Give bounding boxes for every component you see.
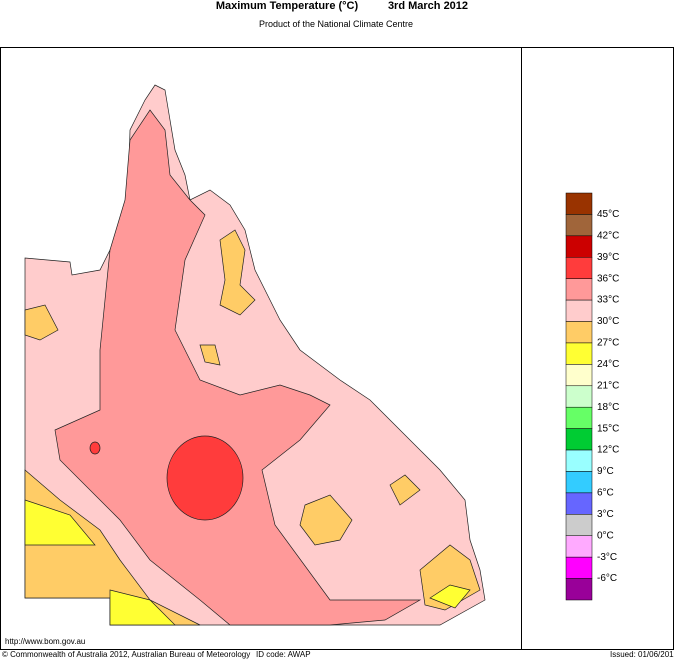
subtitle: Product of the National Climate Centre xyxy=(259,19,413,29)
legend-label: 45°C xyxy=(597,209,619,220)
legend-swatch xyxy=(565,321,593,344)
legend-label: 15°C xyxy=(597,423,619,434)
region-24-27 xyxy=(24,499,96,546)
region-33-36 xyxy=(54,109,422,626)
legend-swatch xyxy=(565,428,593,451)
legend-label: 12°C xyxy=(597,445,619,456)
map-regions xyxy=(24,84,486,626)
legend-label: 39°C xyxy=(597,252,619,263)
legend-swatch xyxy=(565,406,593,429)
legend-label: 21°C xyxy=(597,380,619,391)
region-27-30 xyxy=(199,344,221,366)
legend-label: 33°C xyxy=(597,295,619,306)
legend-label: 6°C xyxy=(597,488,614,499)
legend-swatch xyxy=(565,278,593,301)
legend-swatch xyxy=(565,385,593,408)
region-27-30 xyxy=(389,474,421,506)
legend-label: 9°C xyxy=(597,466,614,477)
copyright: © Commonwealth of Australia 2012, Austra… xyxy=(2,650,250,659)
legend: 45°C 42°C 39°C 36°C 33°C 30°C 27°C 24°C 21°C 18°C… xyxy=(565,192,619,601)
legend-swatch xyxy=(565,214,593,237)
legend-swatch xyxy=(565,364,593,387)
legend-swatch xyxy=(565,556,593,579)
id-code: ID code: AWAP xyxy=(256,650,311,659)
legend-swatch xyxy=(565,578,593,601)
legend-swatch xyxy=(565,471,593,494)
legend-swatch xyxy=(565,492,593,515)
legend-swatch xyxy=(565,235,593,258)
region-27-30 xyxy=(219,229,256,316)
region-27-30 xyxy=(24,304,59,341)
legend-label: 36°C xyxy=(597,273,619,284)
region-27-30 xyxy=(299,494,353,546)
legend-label: 27°C xyxy=(597,338,619,349)
region-27-30 xyxy=(24,469,201,626)
legend-label: 24°C xyxy=(597,359,619,370)
region-36-39 xyxy=(89,441,101,455)
legend-swatch xyxy=(565,299,593,322)
date: 3rd March 2012 xyxy=(388,0,468,12)
region-36-39 xyxy=(166,435,244,521)
legend-label: -3°C xyxy=(597,552,617,563)
legend-swatch xyxy=(565,192,593,215)
legend-swatch xyxy=(565,342,593,365)
legend-label: 30°C xyxy=(597,316,619,327)
region-24-27 xyxy=(109,589,176,626)
legend-label: -6°C xyxy=(597,573,617,584)
url: http://www.bom.gov.au xyxy=(5,637,85,646)
legend-label: 0°C xyxy=(597,530,614,541)
legend-label: 3°C xyxy=(597,509,614,520)
legend-swatch xyxy=(565,535,593,558)
region-24-27 xyxy=(429,584,471,609)
legend-swatch xyxy=(565,257,593,279)
title: Maximum Temperature (°C) xyxy=(216,0,359,12)
legend-label: 18°C xyxy=(597,402,619,413)
legend-label: 42°C xyxy=(597,230,619,241)
legend-swatch xyxy=(565,514,593,536)
legend-swatch xyxy=(565,449,593,472)
issued: Issued: 01/06/2012 xyxy=(610,650,674,659)
